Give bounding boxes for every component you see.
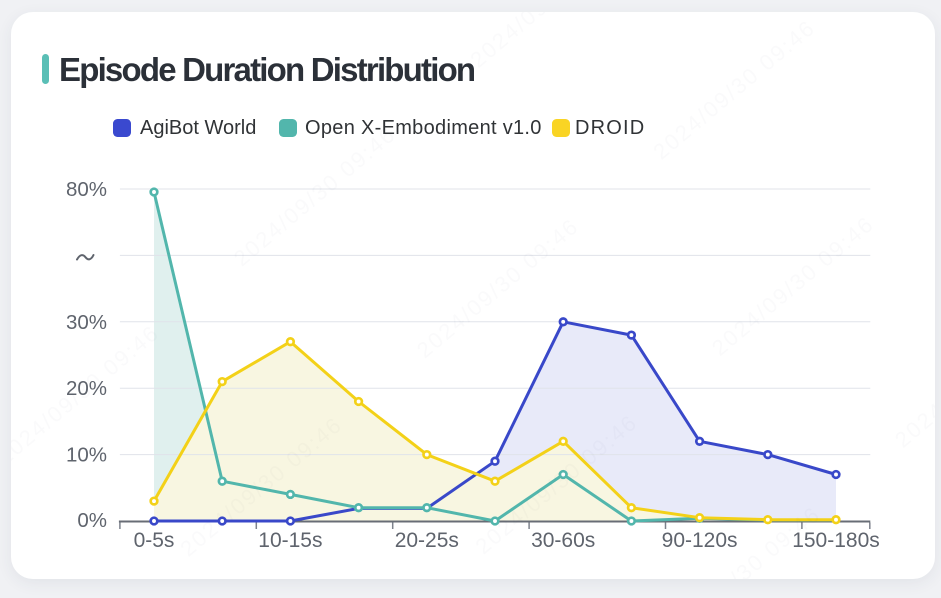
svg-text:80%: 80% (66, 178, 107, 201)
svg-text:90-120s: 90-120s (662, 529, 738, 552)
svg-text:150-180s: 150-180s (792, 529, 880, 552)
svg-text:10-15s: 10-15s (258, 529, 322, 552)
svg-text:30%: 30% (66, 311, 107, 334)
svg-text:0%: 0% (77, 509, 107, 532)
svg-text:0-5s: 0-5s (134, 529, 175, 552)
svg-text:30-60s: 30-60s (531, 529, 595, 552)
svg-text:20-25s: 20-25s (395, 529, 459, 552)
svg-text:20%: 20% (66, 377, 107, 400)
svg-text:10%: 10% (66, 444, 107, 467)
